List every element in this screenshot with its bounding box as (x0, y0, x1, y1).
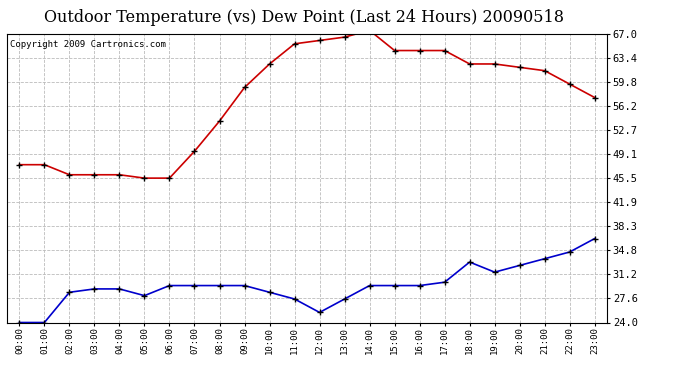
Text: Copyright 2009 Cartronics.com: Copyright 2009 Cartronics.com (10, 39, 166, 48)
Text: Outdoor Temperature (vs) Dew Point (Last 24 Hours) 20090518: Outdoor Temperature (vs) Dew Point (Last… (43, 9, 564, 26)
